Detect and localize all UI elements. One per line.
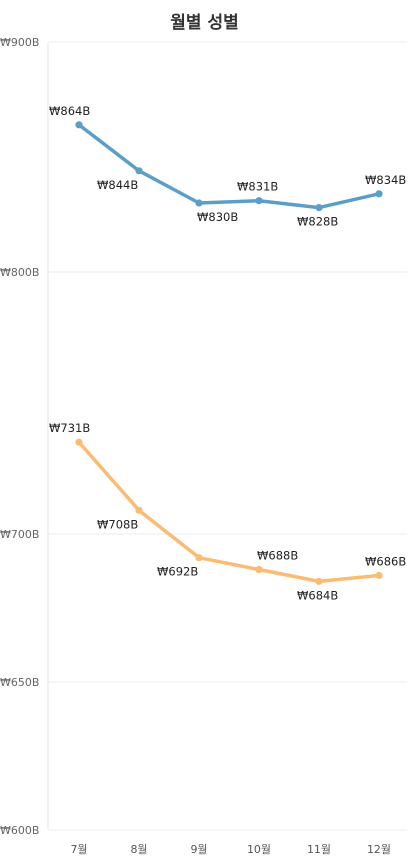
y-tick-label: ₩650B — [0, 676, 39, 689]
data-point[interactable] — [75, 121, 83, 129]
x-tick-label: 9월 — [190, 843, 207, 856]
chart-title: 월별 성별 — [170, 13, 239, 33]
data-point[interactable] — [195, 199, 203, 207]
y-tick-label: ₩900B — [0, 36, 39, 49]
series-layer — [75, 121, 383, 585]
data-label: ₩828B — [297, 215, 338, 229]
data-label: ₩731B — [49, 421, 90, 435]
data-label: ₩686B — [365, 554, 406, 568]
data-label: ₩688B — [257, 549, 298, 563]
data-point[interactable] — [375, 571, 383, 580]
x-tick-label: 10월 — [247, 843, 271, 856]
data-label: ₩834B — [365, 173, 406, 187]
data-point[interactable] — [315, 577, 323, 585]
y-tick-label: ₩600B — [0, 824, 39, 837]
data-label: ₩684B — [297, 588, 338, 602]
data-label: ₩844B — [97, 178, 138, 192]
x-tick-label: 8월 — [130, 843, 147, 856]
data-point[interactable] — [195, 554, 203, 562]
series-line — [77, 123, 381, 210]
data-point[interactable] — [135, 167, 143, 175]
data-labels: ₩864B ₩844B ₩830B ₩831B ₩828B ₩834B ₩731B ₩708B… — [49, 104, 406, 603]
data-label: ₩708B — [97, 517, 138, 531]
data-point[interactable] — [135, 506, 143, 514]
data-label: ₩864B — [49, 104, 90, 118]
grid-lines — [48, 41, 407, 831]
x-axis: 7월 8월 9월 10월 11월 12월 — [70, 843, 391, 856]
x-tick-label: 12월 — [367, 843, 391, 856]
data-point[interactable] — [375, 190, 383, 198]
y-tick-label: ₩800B — [0, 266, 39, 279]
x-tick-label: 7월 — [70, 843, 87, 856]
data-point[interactable] — [75, 438, 83, 446]
series-line — [77, 440, 381, 584]
data-point[interactable] — [255, 197, 263, 205]
data-point[interactable] — [255, 565, 263, 574]
data-point[interactable] — [315, 204, 323, 212]
data-label: ₩831B — [237, 180, 278, 194]
y-axis: ₩900B ₩800B ₩700B ₩650B ₩600B — [0, 36, 49, 837]
y-tick-label: ₩700B — [0, 528, 39, 541]
data-label: ₩830B — [197, 210, 238, 224]
data-label: ₩692B — [157, 565, 198, 579]
x-tick-label: 11월 — [307, 843, 331, 856]
